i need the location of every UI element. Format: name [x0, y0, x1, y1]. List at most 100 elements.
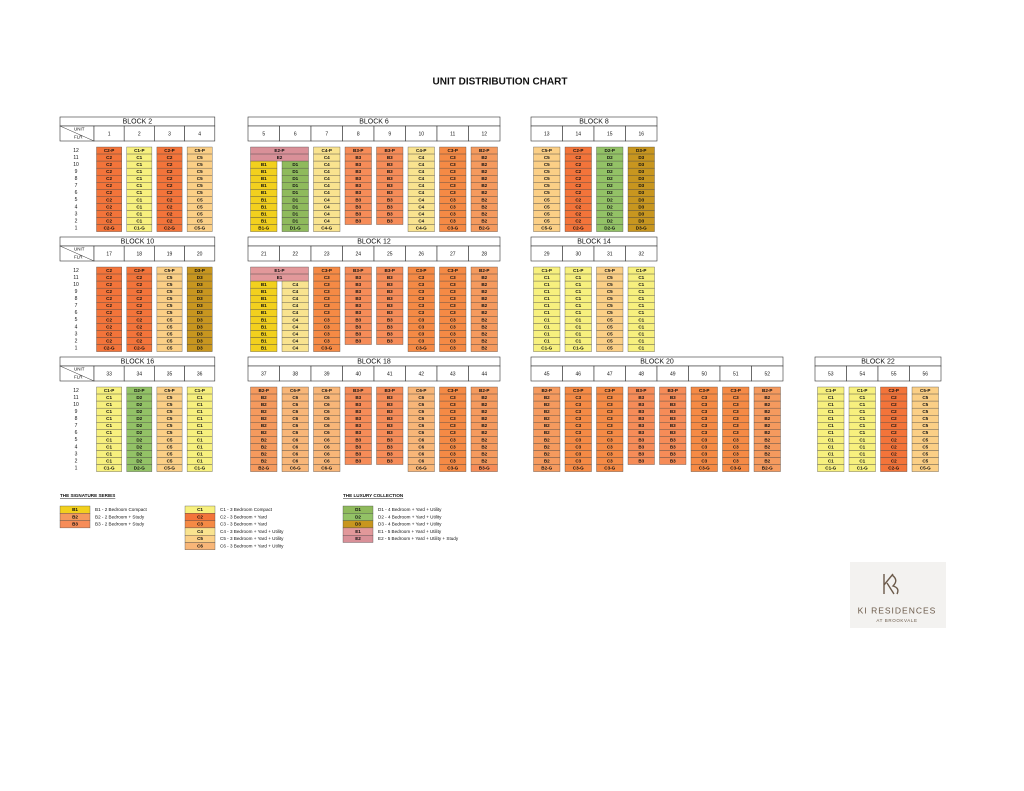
unit-code: B2 — [544, 451, 550, 456]
unit-cell — [817, 464, 845, 472]
header-diagonal — [59, 245, 95, 262]
unit-code: C2-G — [164, 225, 175, 230]
unit-code: C1 — [828, 402, 834, 407]
unit-cell — [96, 464, 122, 472]
unit-code: C6 — [292, 430, 298, 435]
legend-description: C5 - 3 Bedroom + Yard + Utility — [220, 536, 284, 541]
unit-cell — [156, 344, 183, 352]
unit-code: C6-G — [416, 465, 427, 470]
floor-number: 3 — [75, 331, 78, 337]
unit-code: C1 — [828, 395, 834, 400]
unit-code: C2 — [106, 296, 112, 301]
unit-code: B3 — [670, 395, 676, 400]
stack-header — [184, 245, 216, 262]
unit-code: C5 — [607, 289, 613, 294]
unit-code: C4 — [292, 317, 298, 322]
unit-code: B2 — [764, 451, 770, 456]
unit-code: C3 — [450, 395, 456, 400]
unit-cell — [470, 224, 498, 232]
unit-code: C2 — [136, 275, 142, 280]
unit-code: B1 — [261, 317, 267, 322]
unit-cell — [344, 457, 372, 465]
unit-code: B1 — [261, 176, 267, 181]
floor-number: 9 — [75, 289, 78, 295]
unit-code: C2 — [891, 402, 897, 407]
unit-code: C6 — [324, 444, 330, 449]
unit-code: B3 — [355, 430, 361, 435]
unit-code: D2 — [136, 458, 142, 463]
unit-code: B3 — [387, 303, 393, 308]
unit-code: C2 — [167, 183, 173, 188]
unit-code: B2 — [481, 204, 487, 209]
floor-number: 12 — [73, 148, 79, 154]
unit-code: B3 — [387, 211, 393, 216]
unit-code: C2 — [106, 183, 112, 188]
unit-code: C2 — [167, 176, 173, 181]
block-name: BLOCK 10 — [121, 239, 155, 246]
unit-code: C3 — [450, 218, 456, 223]
unit-cell — [533, 224, 561, 232]
unit-code: B3 — [355, 444, 361, 449]
unit-code: C6 — [292, 451, 298, 456]
unit-code: B3 — [387, 197, 393, 202]
unit-code: C3 — [733, 451, 739, 456]
floor-number: 8 — [75, 296, 78, 302]
unit-code: D1 — [292, 169, 298, 174]
unit-code: B2 — [481, 345, 487, 350]
unit-cell — [753, 464, 781, 472]
unit-code: B3 — [355, 303, 361, 308]
unit-code: D3 — [638, 190, 644, 195]
unit-cell — [848, 464, 876, 472]
unit-code: C3 — [418, 289, 424, 294]
unit-code: C3 — [607, 437, 613, 442]
unit-code: C3 — [701, 444, 707, 449]
unit-code: C2 — [575, 204, 581, 209]
legend-code: D2 — [355, 514, 361, 519]
unit-code: C2 — [106, 268, 112, 273]
legend-description: E1 - 5 Bedroom + Yard + Utility — [378, 529, 442, 534]
unit-code: C5 — [167, 430, 173, 435]
unit-code: C5 — [167, 409, 173, 414]
unit-code: B3 — [355, 416, 361, 421]
unit-code: C1 — [106, 416, 112, 421]
unit-code: C6 — [292, 437, 298, 442]
unit-code: C6 — [418, 409, 424, 414]
unit-code: C2 — [106, 176, 112, 181]
unit-code: C1-P — [542, 268, 552, 273]
unit-code: C3-P — [605, 388, 615, 393]
legend-description: C1 - 3 Bedroom Compact — [220, 507, 273, 512]
unit-code: C1 — [859, 416, 865, 421]
unit-code: C2 — [167, 218, 173, 223]
unit-code: C3 — [701, 395, 707, 400]
unit-cell — [407, 464, 435, 472]
unit-code: B3 — [387, 409, 393, 414]
unit-code: D1-G — [290, 225, 301, 230]
unit-code: C5-P — [605, 268, 615, 273]
unit-code: C5 — [197, 218, 203, 223]
unit-code: B3 — [387, 423, 393, 428]
unit-code: C5 — [167, 437, 173, 442]
unit-code: C1-P — [636, 268, 646, 273]
unit-code: C5 — [544, 162, 550, 167]
unit-code: C2-G — [888, 465, 899, 470]
unit-code: B3 — [387, 218, 393, 223]
unit-code: C3 — [607, 451, 613, 456]
unit-code: C2 — [106, 303, 112, 308]
unit-code: C3 — [733, 458, 739, 463]
unit-code: C1 — [197, 444, 203, 449]
unit-code: B3 — [670, 437, 676, 442]
unit-code: C6-P — [322, 388, 332, 393]
unit-code: C4 — [292, 331, 298, 336]
unit-cell — [880, 464, 908, 472]
unit-code: D2 — [136, 395, 142, 400]
unit-code: B2 — [481, 324, 487, 329]
legend-description: D1 - 4 Bedroom + Yard + Utility — [378, 507, 442, 512]
unit-cell — [627, 224, 655, 232]
unit-code: B2 — [481, 162, 487, 167]
unit-code: C5 — [607, 275, 613, 280]
stack-number: 12 — [481, 131, 487, 137]
unit-code: C3 — [733, 444, 739, 449]
unit-code: C1 — [544, 282, 550, 287]
unit-code: C1 — [828, 451, 834, 456]
